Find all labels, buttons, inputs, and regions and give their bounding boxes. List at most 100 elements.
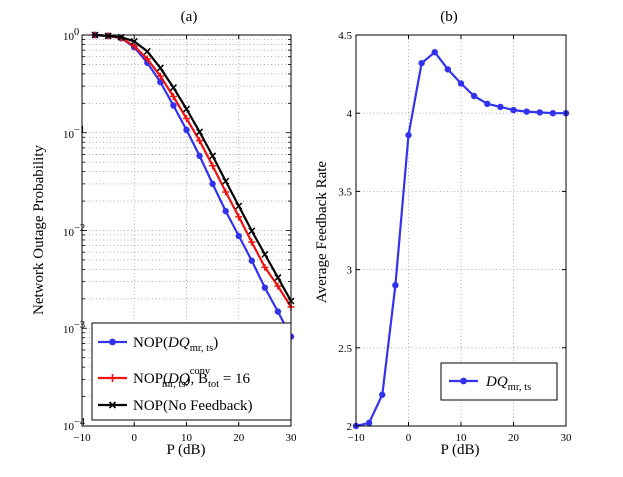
panel-a-point bbox=[261, 284, 269, 291]
panel-b-point bbox=[549, 110, 557, 117]
panel-b-ytick-label: 3 bbox=[347, 265, 353, 277]
panel-b-grid bbox=[356, 35, 566, 426]
panel-a-point bbox=[261, 250, 269, 258]
panel-a-xtick-label: 10 bbox=[181, 432, 193, 444]
panel-b-x-label: P (dB) bbox=[440, 442, 479, 458]
panel-b-xtick-label: 10 bbox=[456, 432, 468, 444]
panel-b-ytick-label: 2.5 bbox=[338, 343, 352, 355]
panel-b-point bbox=[444, 66, 452, 73]
panel-b-legend-swatch-marker bbox=[460, 377, 467, 385]
panel-a-series-line bbox=[95, 33, 292, 302]
panel-a-point bbox=[182, 105, 191, 113]
panel-a-point bbox=[156, 64, 164, 72]
panel-b-point bbox=[510, 106, 517, 114]
legend-swatch-marker-dq-conv bbox=[108, 374, 117, 382]
panel-b-point bbox=[536, 109, 543, 116]
panel-a-xtick-label: 20 bbox=[233, 432, 245, 444]
panel-b-x-tick-labels: −10 0 10 20 30 bbox=[347, 432, 572, 444]
panel-a-x-tick-labels: −10 0 10 20 30 bbox=[73, 432, 297, 444]
panel-b-point bbox=[523, 108, 530, 115]
panel-b-point bbox=[418, 59, 425, 67]
panel-a-series-line bbox=[95, 33, 292, 308]
panel-a-point bbox=[222, 188, 230, 196]
panel-b-series bbox=[352, 49, 570, 430]
panel-b-point bbox=[365, 419, 373, 427]
legend-entry-dq-conv: NOP(DQconv mr, ts), Btot = 16 bbox=[98, 366, 251, 390]
panel-b-point bbox=[405, 131, 412, 139]
panel-a-point bbox=[248, 227, 256, 235]
legend-entry-no-feedback: NOP(No Feedback) bbox=[98, 398, 253, 414]
panel-a-point bbox=[169, 92, 177, 100]
panel-b-legend-label: DQmr, ts bbox=[485, 374, 531, 393]
panel-b-ytick-label: 2 bbox=[347, 421, 353, 433]
panel-a-point bbox=[130, 37, 138, 45]
panel-a-point bbox=[248, 257, 256, 264]
panel-a-point bbox=[170, 102, 177, 109]
panel-a-point bbox=[196, 128, 204, 136]
panel-b-ytick-label: 4 bbox=[347, 108, 353, 120]
panel-a-point bbox=[209, 180, 216, 188]
panel-b-xtick-label: 30 bbox=[561, 432, 573, 444]
legend-entry-dq: NOP(DQmr, ts) bbox=[98, 335, 218, 354]
panel-a-point bbox=[261, 263, 269, 271]
legend-label-dq: NOP(DQmr, ts) bbox=[133, 335, 218, 354]
panel-b-xtick-label: −10 bbox=[347, 432, 365, 444]
panel-b-ytick-label: 3.5 bbox=[338, 186, 352, 198]
panel-b-point bbox=[392, 282, 399, 289]
panel-b-point bbox=[379, 391, 386, 398]
panel-a-point bbox=[143, 55, 151, 63]
panel-a-point bbox=[169, 84, 177, 92]
panel-a-point bbox=[235, 232, 242, 240]
panel-a-x-label: P (dB) bbox=[166, 442, 205, 458]
panel-b-legend: DQmr, ts bbox=[440, 362, 558, 401]
panel-a-point bbox=[235, 202, 243, 210]
panel-a-point bbox=[130, 42, 138, 50]
panel-b-point bbox=[497, 103, 504, 111]
panel-b-point bbox=[484, 100, 491, 108]
panel-a-point bbox=[104, 32, 112, 40]
panel-a-point bbox=[274, 308, 282, 315]
panel-a-point bbox=[222, 177, 230, 185]
legend-label-no-feedback: NOP(No Feedback) bbox=[133, 398, 253, 414]
panel-a-point bbox=[196, 152, 203, 160]
panel-a-point bbox=[156, 72, 164, 80]
panel-b-point bbox=[457, 80, 465, 87]
panel-b-point bbox=[431, 49, 438, 56]
panel-a-point bbox=[183, 126, 190, 134]
panel-b-y-label: Average Feedback Rate bbox=[314, 161, 330, 303]
panel-b: (b) 2 2.5 3 3.5 4 4.5 −10 0 10 20 30 P (dB) Avera… bbox=[314, 9, 572, 458]
panel-a-point bbox=[248, 238, 256, 246]
panel-a-point bbox=[235, 213, 243, 221]
panel-a-legend-box bbox=[91, 322, 292, 421]
panel-a-xtick-label: 30 bbox=[286, 432, 298, 444]
panel-a-point bbox=[143, 47, 151, 55]
panel-b-ytick-label: 4.5 bbox=[338, 30, 352, 42]
panel-a-axes-box bbox=[81, 34, 292, 427]
panel-a-point bbox=[196, 137, 204, 145]
panel-a-point bbox=[222, 207, 229, 215]
panel-a-point bbox=[209, 162, 217, 170]
legend-swatch-marker-dq bbox=[109, 338, 116, 346]
panel-a-title: (a) bbox=[181, 9, 198, 25]
panel-b-y-tick-labels: 2 2.5 3 3.5 4 4.5 bbox=[338, 30, 352, 433]
panel-a-xtick-label: −10 bbox=[73, 432, 91, 444]
panel-b-xtick-label: 0 bbox=[406, 432, 412, 444]
panel-b-axes-box bbox=[355, 34, 567, 427]
panel-b-series-0 bbox=[352, 49, 570, 430]
panel-a-point bbox=[274, 282, 282, 290]
panel-a-point bbox=[274, 274, 282, 282]
panel-b-point bbox=[470, 92, 478, 100]
panel-a: (a) 100 10−1 10−2 10−3 10−4 −10 0 10 20 30 P… bbox=[31, 9, 297, 458]
panel-a-series-2 bbox=[91, 31, 295, 305]
panel-a-point bbox=[209, 152, 217, 160]
panel-a-y-label: Network Outage Probability bbox=[31, 145, 47, 315]
legend-swatch-marker-no-feedback bbox=[108, 401, 117, 409]
panel-a-series bbox=[91, 31, 295, 340]
panel-a-point bbox=[183, 114, 190, 122]
panel-b-xtick-label: 20 bbox=[508, 432, 520, 444]
panel-a-ytick-1: 100 bbox=[63, 27, 79, 43]
legend-label-dq-conv: NOP(DQconv mr, ts), Btot = 16 bbox=[133, 366, 251, 390]
panel-a-legend: NOP(DQmr, ts) NOP(DQconv mr, ts), Btot = … bbox=[91, 322, 292, 421]
panel-a-xtick-label: 0 bbox=[132, 432, 138, 444]
